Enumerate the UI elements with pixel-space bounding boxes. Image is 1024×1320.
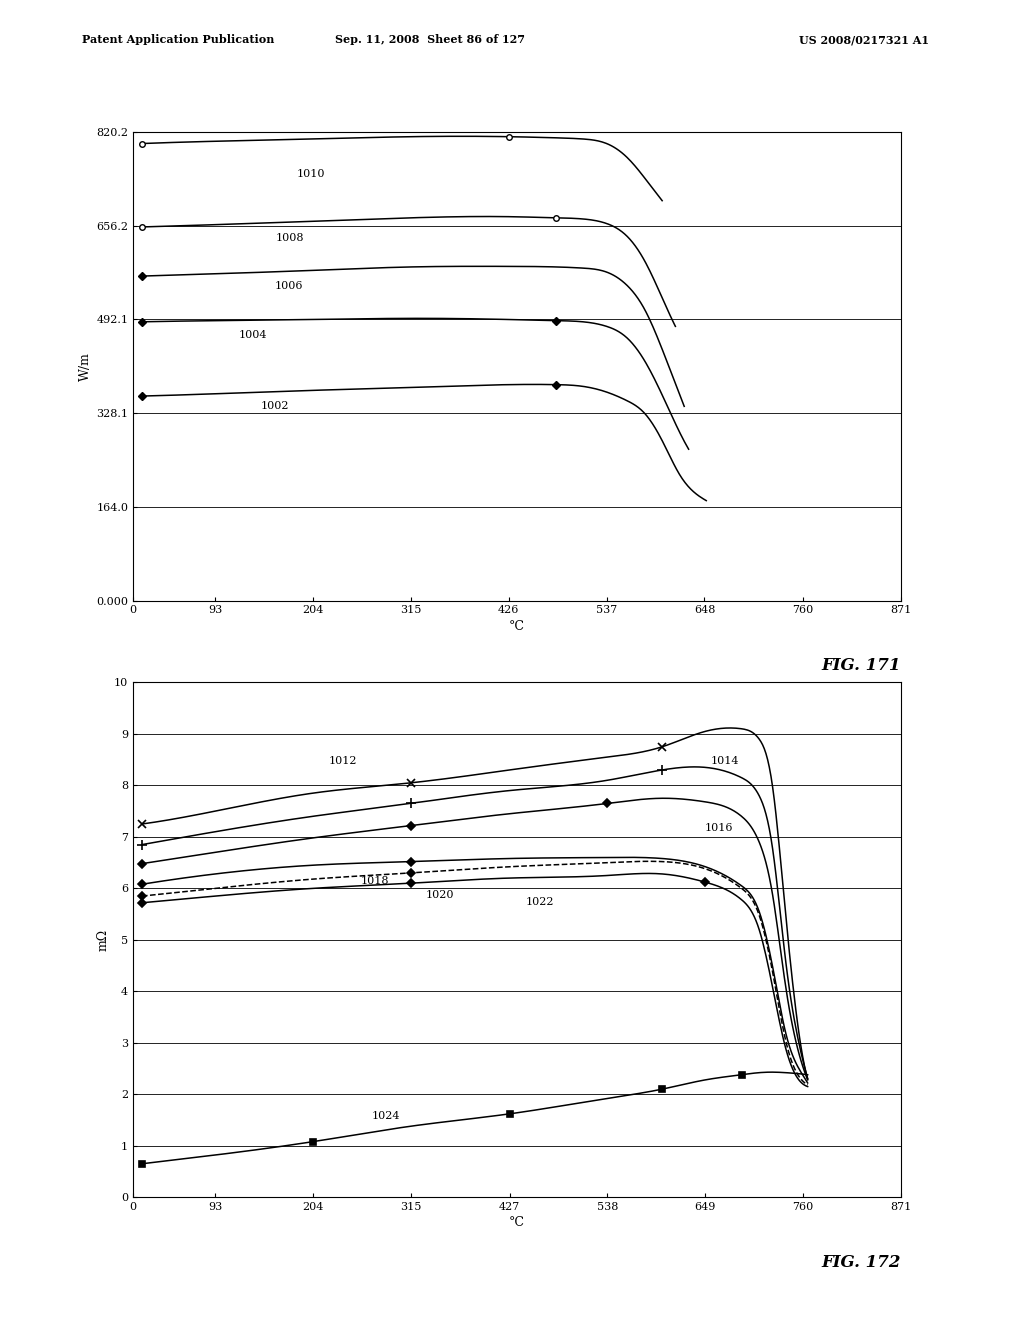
Text: FIG. 171: FIG. 171 <box>821 657 901 673</box>
Text: 1010: 1010 <box>296 169 325 178</box>
Text: 1008: 1008 <box>275 232 304 243</box>
Y-axis label: W/m: W/m <box>79 352 92 380</box>
Text: 1016: 1016 <box>705 822 733 833</box>
Text: 1018: 1018 <box>360 876 389 886</box>
Text: FIG. 172: FIG. 172 <box>821 1254 901 1271</box>
Text: 1024: 1024 <box>371 1111 399 1121</box>
X-axis label: °C: °C <box>509 619 525 632</box>
Text: 1012: 1012 <box>329 756 357 766</box>
Text: Patent Application Publication: Patent Application Publication <box>82 34 274 45</box>
Text: 1022: 1022 <box>525 896 554 907</box>
Text: 1014: 1014 <box>711 756 739 766</box>
Text: Sep. 11, 2008  Sheet 86 of 127: Sep. 11, 2008 Sheet 86 of 127 <box>335 34 525 45</box>
Text: 1002: 1002 <box>261 401 290 412</box>
Text: 1020: 1020 <box>426 890 455 900</box>
Text: US 2008/0217321 A1: US 2008/0217321 A1 <box>799 34 929 45</box>
Y-axis label: mΩ: mΩ <box>97 929 110 950</box>
X-axis label: °C: °C <box>509 1216 525 1229</box>
Text: 1004: 1004 <box>239 330 267 339</box>
Text: 1006: 1006 <box>274 281 303 292</box>
